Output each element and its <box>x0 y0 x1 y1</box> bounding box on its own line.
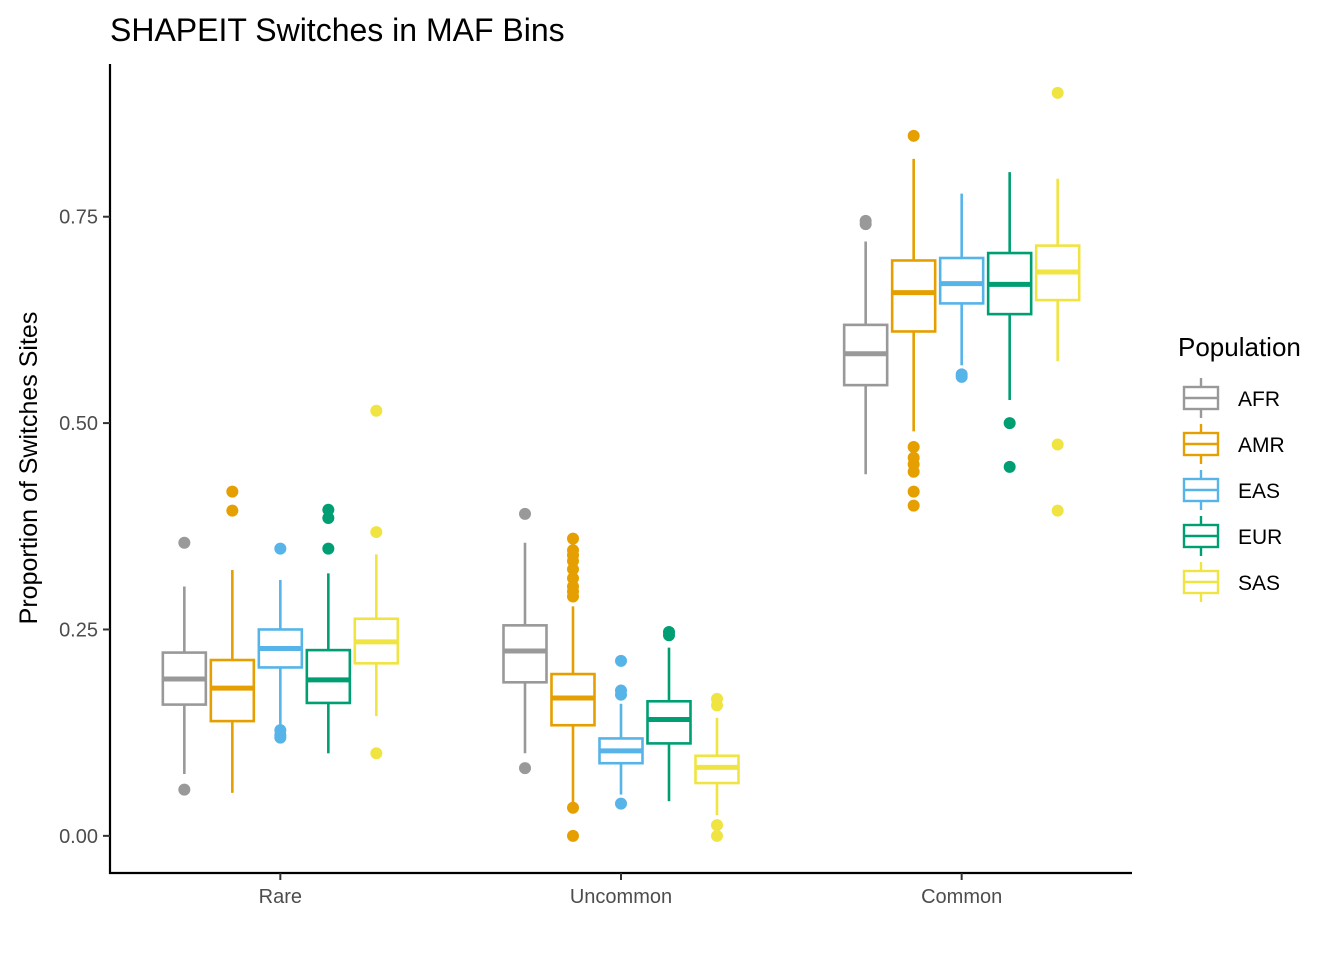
outlier-point <box>907 451 920 464</box>
legend-item-eur: EUR <box>1182 516 1282 556</box>
outlier-point <box>711 692 723 705</box>
legend-label: SAS <box>1238 572 1280 595</box>
outlier-point <box>322 542 335 555</box>
legend-title: Population <box>1178 332 1301 362</box>
iqr-box <box>502 624 548 684</box>
x-tick-label: Rare <box>259 886 302 908</box>
outlier-point <box>567 544 579 557</box>
outlier-point <box>322 503 335 516</box>
outlier-point <box>567 580 579 593</box>
y-tick-label: 0.50 <box>59 413 98 435</box>
box-eur-uncommon <box>646 625 692 802</box>
outlier-point <box>907 129 920 142</box>
outlier-point <box>567 563 579 576</box>
iqr-box <box>890 259 937 333</box>
outlier-point <box>567 801 579 814</box>
outlier-point <box>615 654 627 667</box>
outlier-point <box>711 819 723 832</box>
legend-item-sas: SAS <box>1182 562 1280 602</box>
outlier-point <box>859 214 872 227</box>
outlier-point <box>567 572 579 585</box>
box-sas-rare <box>353 404 400 760</box>
legend: Population AFR AMR EAS EUR SAS <box>1178 332 1301 602</box>
outlier-point <box>955 368 968 381</box>
legend-item-amr: AMR <box>1182 424 1285 464</box>
outlier-point <box>226 504 239 517</box>
y-tick-label: 0.75 <box>59 207 98 229</box>
box-eas-common <box>938 193 985 383</box>
box-sas-common <box>1034 86 1081 517</box>
outlier-point <box>567 829 579 842</box>
outlier-point <box>567 532 579 545</box>
legend-label: AMR <box>1238 434 1285 457</box>
y-tick-label: 0.00 <box>59 826 98 848</box>
outlier-point <box>1003 417 1016 430</box>
outlier-point <box>274 724 287 737</box>
legend-label: AFR <box>1238 388 1280 411</box>
outlier-point <box>519 507 531 520</box>
outlier-point <box>178 536 191 549</box>
outlier-point <box>519 762 531 775</box>
outlier-point <box>907 499 920 512</box>
outlier-point <box>1051 438 1064 451</box>
box-amr-rare <box>209 485 256 793</box>
outlier-point <box>226 485 239 498</box>
outlier-point <box>1051 86 1064 99</box>
box-amr-uncommon <box>550 532 596 842</box>
chart-title: SHAPEIT Switches in MAF Bins <box>110 12 565 48</box>
outlier-point <box>1003 460 1016 473</box>
outlier-point <box>178 783 191 796</box>
legend-label: EUR <box>1238 526 1282 549</box>
iqr-box <box>305 648 352 705</box>
plot-area <box>161 86 1081 842</box>
outlier-point <box>370 526 383 539</box>
outlier-point <box>1051 504 1064 517</box>
outlier-point <box>370 404 383 417</box>
outlier-point <box>322 512 335 525</box>
box-eur-rare <box>305 503 352 754</box>
outlier-point <box>907 485 920 498</box>
legend-item-eas: EAS <box>1182 470 1280 510</box>
legend-item-afr: AFR <box>1182 378 1280 418</box>
box-afr-uncommon <box>502 507 548 775</box>
box-eas-rare <box>257 542 304 744</box>
iqr-box <box>646 699 692 745</box>
y-axis-title: Proportion of Switches Sites <box>15 312 43 625</box>
box-eur-common <box>986 172 1033 473</box>
outlier-point <box>370 747 383 760</box>
outlier-point <box>615 797 627 810</box>
box-eas-uncommon <box>598 654 644 810</box>
box-amr-common <box>890 129 937 512</box>
outlier-point <box>615 684 627 697</box>
outlier-point <box>274 542 287 555</box>
outlier-point <box>663 625 675 638</box>
legend-label: EAS <box>1238 480 1280 503</box>
box-afr-rare <box>161 536 208 796</box>
x-tick-label: Common <box>921 886 1002 908</box>
outlier-point <box>711 829 723 842</box>
x-tick-label: Uncommon <box>570 886 672 908</box>
axes: 0.00 0.25 0.50 0.75 Rare Uncommon Common <box>59 64 1132 908</box>
box-afr-common <box>842 214 889 475</box>
outlier-point <box>907 441 920 454</box>
y-tick-label: 0.25 <box>59 619 98 641</box>
iqr-box <box>938 256 985 305</box>
box-sas-uncommon <box>694 692 740 842</box>
